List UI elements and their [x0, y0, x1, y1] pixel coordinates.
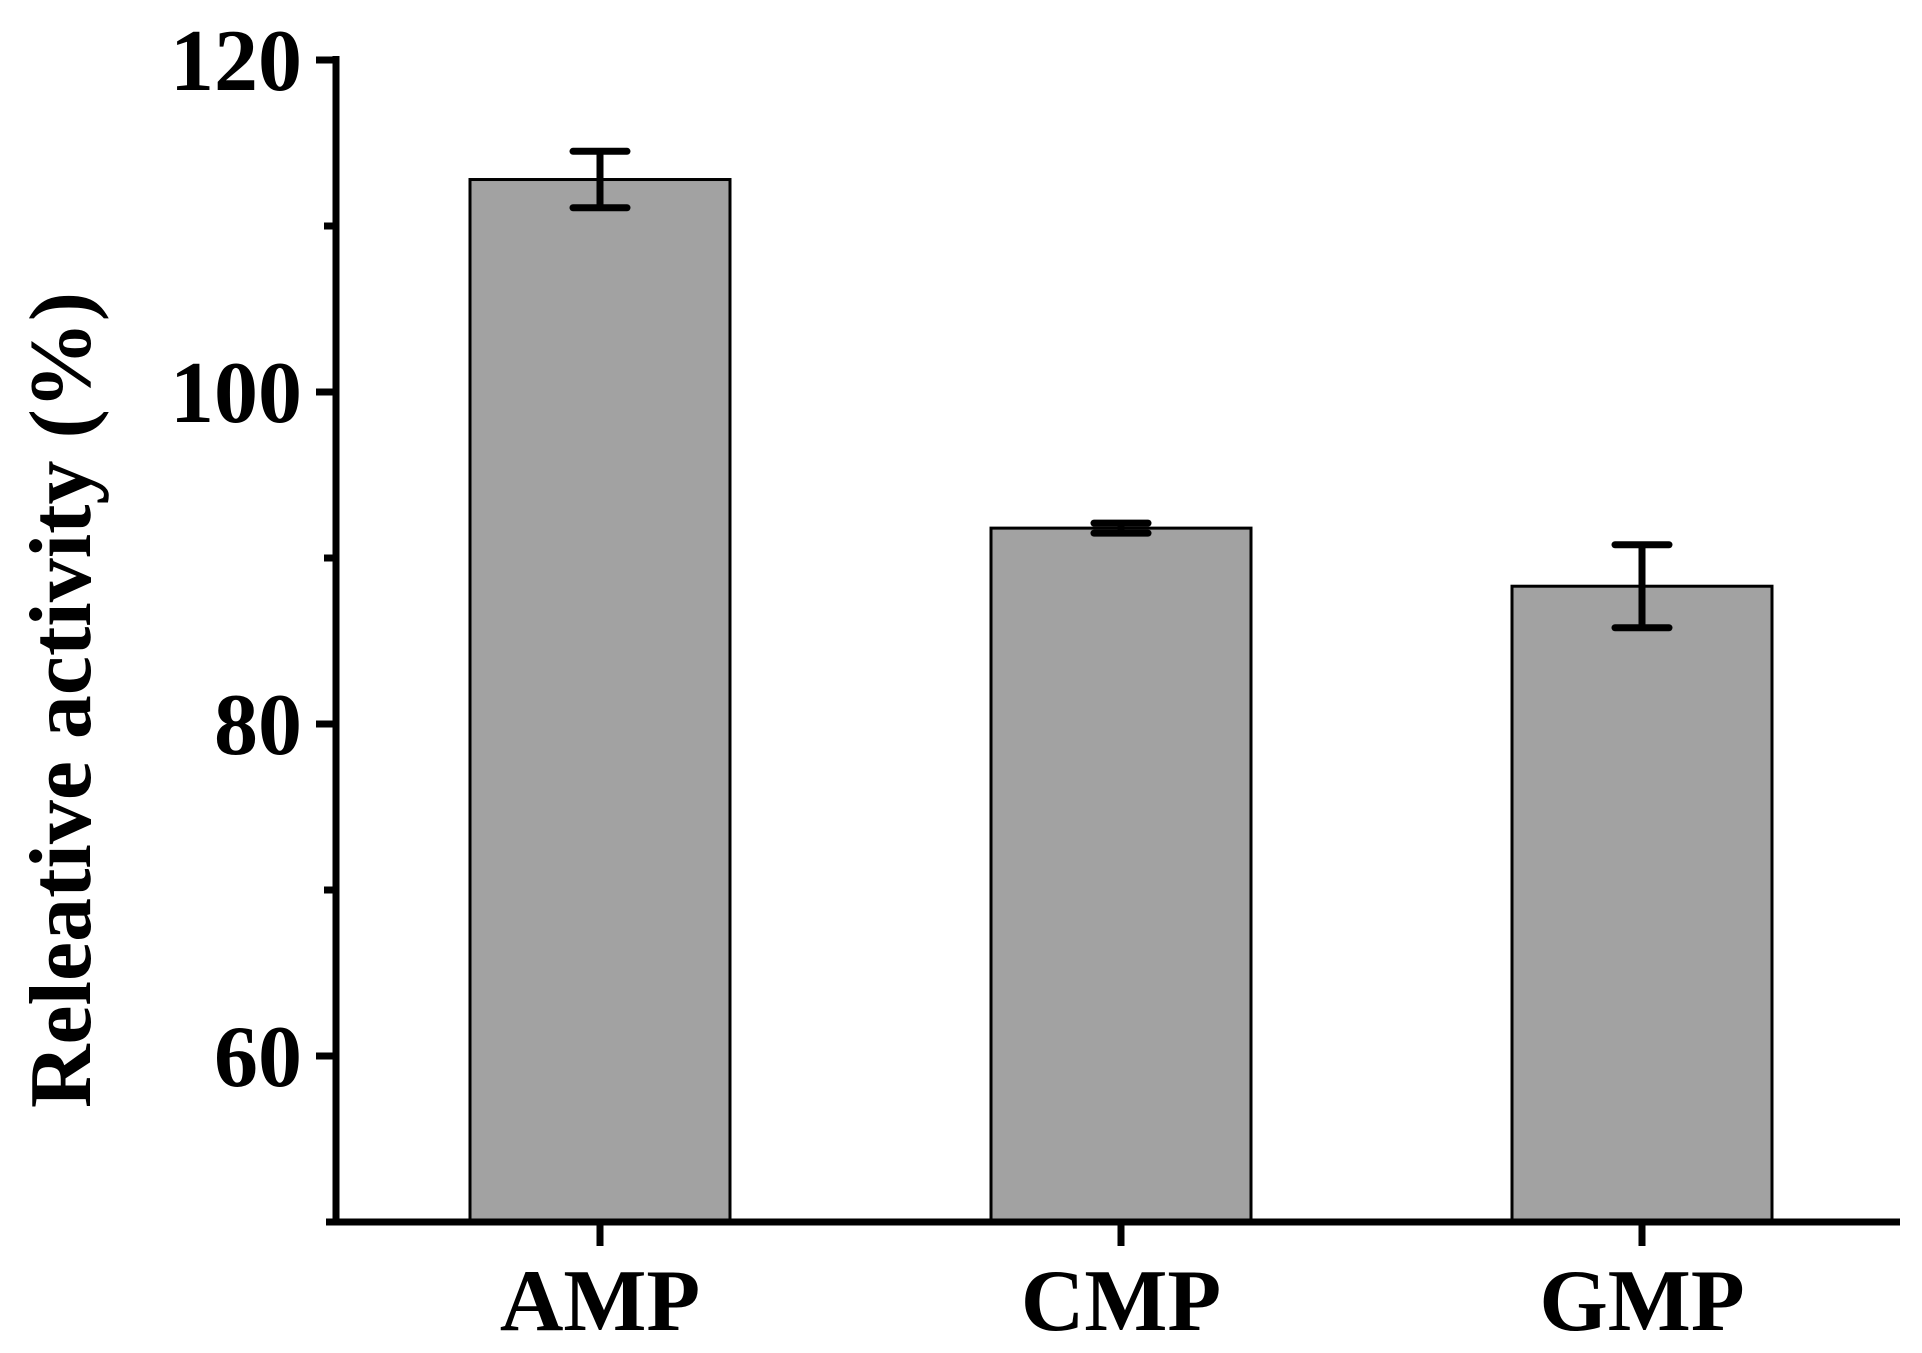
y-ticks-layer: 60 80 100 120: [170, 13, 336, 1106]
y-tick-label-120: 120: [170, 13, 302, 110]
y-tick-label-100: 100: [170, 345, 302, 442]
error-bars-layer: [569, 147, 1673, 632]
axes-layer: [326, 56, 1900, 1226]
bar-amp: [468, 178, 732, 1224]
x-category-label-gmp: GMP: [1539, 1253, 1744, 1348]
y-axis-title: Releative activity (%): [13, 292, 110, 1108]
x-category-label-cmp: CMP: [1021, 1253, 1221, 1348]
bars-layer: [468, 178, 1774, 1224]
bar-cmp: [989, 526, 1253, 1224]
bar-gmp: [1510, 584, 1774, 1224]
x-ticks-layer: AMP CMP GMP: [500, 1222, 1745, 1350]
y-tick-label-60: 60: [214, 1009, 302, 1106]
x-category-label-amp: AMP: [500, 1253, 700, 1348]
y-tick-label-80: 80: [214, 677, 302, 774]
